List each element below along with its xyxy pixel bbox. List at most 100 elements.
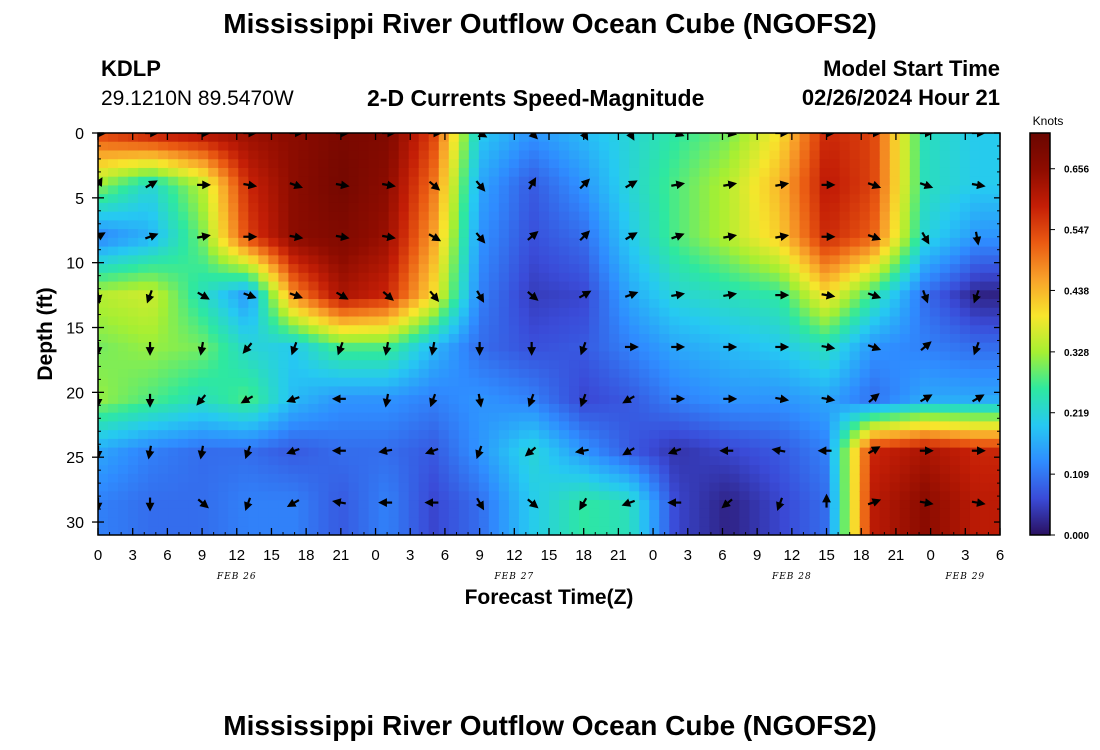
heatmap-cell <box>819 159 831 169</box>
heatmap-cell <box>348 211 360 221</box>
current-arrow <box>145 180 158 189</box>
heatmap-cell <box>458 176 470 187</box>
heatmap-cell <box>569 141 580 152</box>
heatmap-cell <box>569 299 580 309</box>
heatmap-cell <box>579 482 590 492</box>
heatmap-cell <box>228 430 239 440</box>
heatmap-cell <box>649 255 660 265</box>
heatmap-cell <box>759 403 771 414</box>
heatmap-cell <box>899 412 911 422</box>
heatmap-cell <box>468 290 480 300</box>
heatmap-cell <box>799 377 811 388</box>
heatmap-cell <box>959 211 971 221</box>
heatmap-cell <box>829 377 841 388</box>
heatmap-cell <box>969 421 981 431</box>
heatmap-cell <box>328 307 340 318</box>
heatmap-cell <box>438 368 450 379</box>
heatmap-cell <box>859 299 871 309</box>
heatmap-cell <box>949 517 961 527</box>
heatmap-cell <box>859 307 871 318</box>
heatmap-cell <box>959 334 971 344</box>
heatmap-cell <box>278 316 290 326</box>
heatmap-cell <box>478 281 490 291</box>
heatmap-cell <box>969 281 981 291</box>
heatmap-cell <box>799 465 811 475</box>
heatmap-cell <box>458 167 470 178</box>
heatmap-cell <box>518 299 530 309</box>
heatmap-cell <box>659 246 670 256</box>
heatmap-cell <box>188 211 199 221</box>
heatmap-cell <box>458 395 470 405</box>
heatmap-cell <box>579 473 590 484</box>
heatmap-cell <box>378 456 390 466</box>
heatmap-cell <box>148 386 159 396</box>
heatmap-cell <box>278 290 290 300</box>
heatmap-cell <box>198 141 209 152</box>
heatmap-cell <box>328 211 340 221</box>
heatmap-cell <box>989 176 1000 187</box>
heatmap-cell <box>488 141 500 152</box>
heatmap-cell <box>779 141 791 152</box>
heatmap-cell <box>819 281 831 291</box>
heatmap-cell <box>228 255 239 265</box>
heatmap-cell <box>649 395 660 405</box>
heatmap-cell <box>258 237 269 248</box>
heatmap-cell <box>358 473 370 484</box>
heatmap-cell <box>619 316 630 326</box>
heatmap-cell <box>839 159 851 169</box>
heatmap-cell <box>538 325 550 335</box>
heatmap-cell <box>659 395 670 405</box>
heatmap-cell <box>448 211 460 221</box>
heatmap-cell <box>168 185 179 195</box>
heatmap-cell <box>769 307 781 318</box>
heatmap-cell <box>639 342 650 353</box>
heatmap-cell <box>98 246 109 256</box>
heatmap-cell <box>448 194 460 204</box>
x-tick-label: 3 <box>129 547 137 564</box>
heatmap-cell <box>729 211 741 221</box>
heatmap-cell <box>889 517 901 527</box>
heatmap-cell <box>228 185 239 195</box>
heatmap-cell <box>769 237 781 248</box>
heatmap-cell <box>358 517 370 527</box>
heatmap-cell <box>188 412 199 422</box>
heatmap-cell <box>188 272 199 283</box>
heatmap-cell <box>989 159 1000 169</box>
heatmap-cell <box>258 377 269 388</box>
heatmap-cell <box>458 517 470 527</box>
heatmap-cell <box>148 482 159 492</box>
heatmap-cell <box>699 167 710 178</box>
heatmap-cell <box>488 438 500 449</box>
heatmap-cell <box>428 377 440 388</box>
heatmap-cell <box>208 377 219 388</box>
heatmap-cell <box>248 412 259 422</box>
heatmap-cell <box>929 351 941 361</box>
heatmap-cell <box>669 150 680 160</box>
heatmap-cell <box>488 482 500 492</box>
heatmap-cell <box>538 194 550 204</box>
heatmap-cell <box>188 438 199 449</box>
heatmap-cell <box>609 500 620 510</box>
heatmap-cell <box>629 421 640 431</box>
heatmap-cell <box>288 185 300 195</box>
heatmap-cell <box>739 508 751 519</box>
heatmap-cell <box>729 447 741 457</box>
heatmap-cell <box>528 246 540 256</box>
heatmap-cell <box>589 386 600 396</box>
heatmap-cell <box>278 141 290 152</box>
heatmap-cell <box>458 360 470 370</box>
heatmap-cell <box>629 412 640 422</box>
heatmap-cell <box>368 194 380 204</box>
heatmap-cell <box>949 325 961 335</box>
heatmap-cell <box>889 395 901 405</box>
heatmap-cell <box>899 159 911 169</box>
heatmap-cell <box>939 482 951 492</box>
heatmap-cell <box>979 202 991 213</box>
heatmap-cell <box>559 220 570 230</box>
heatmap-cell <box>559 491 570 501</box>
heatmap-cell <box>168 491 179 501</box>
heatmap-cell <box>869 491 881 501</box>
heatmap-cell <box>228 351 239 361</box>
heatmap-cell <box>418 517 430 527</box>
heatmap-cell <box>188 351 199 361</box>
